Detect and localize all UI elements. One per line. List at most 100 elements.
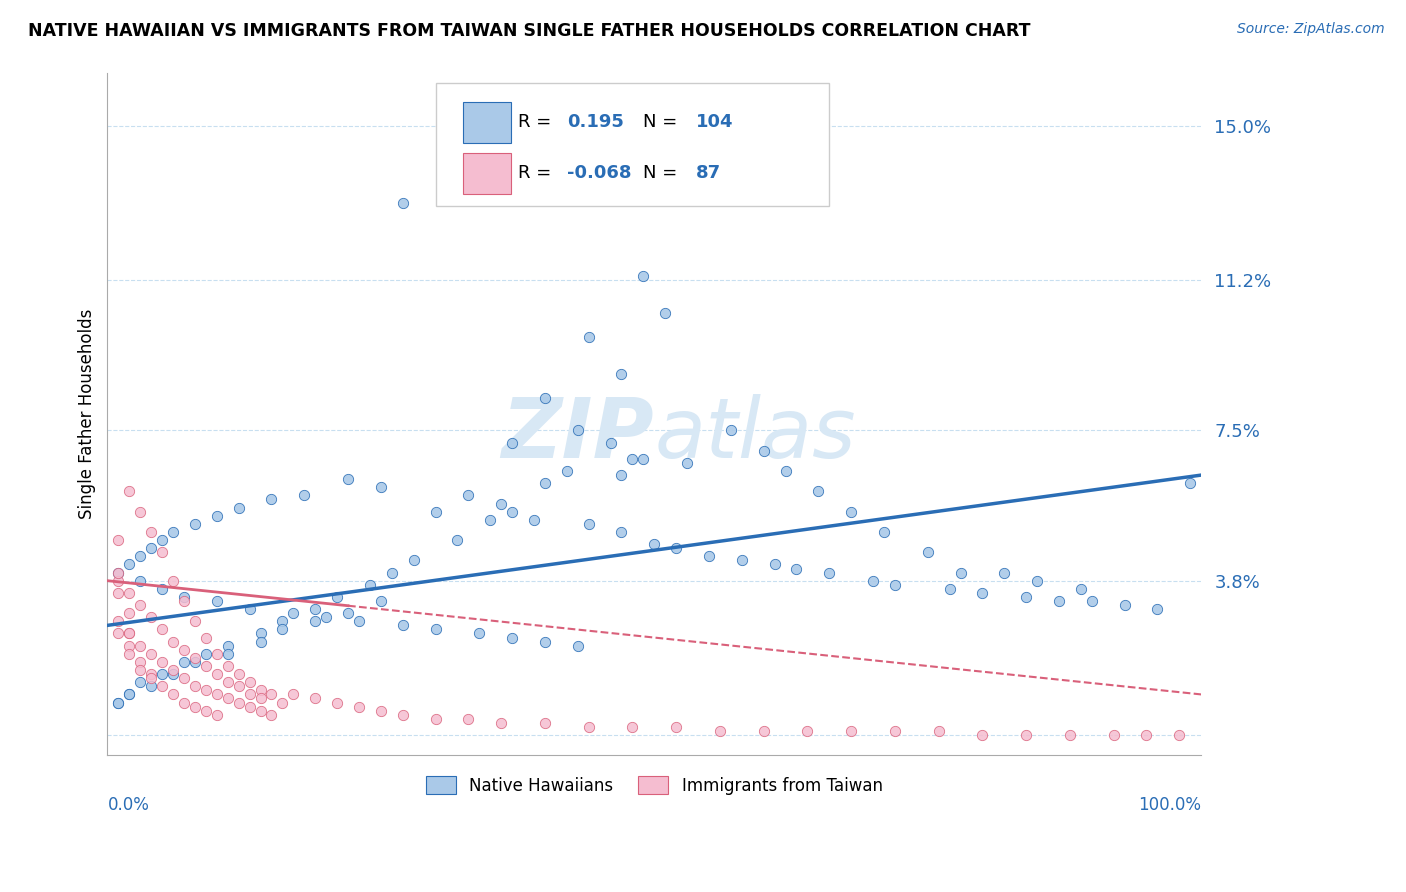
Point: [479, 513, 502, 527]
Point: [304, 691, 326, 706]
Point: [1146, 602, 1168, 616]
Point: [347, 699, 370, 714]
Point: [107, 615, 129, 629]
Point: [807, 484, 830, 499]
Point: [1168, 728, 1191, 742]
Point: [150, 582, 173, 596]
Point: [162, 634, 184, 648]
Point: [1114, 598, 1136, 612]
Point: [107, 696, 129, 710]
Point: [633, 268, 655, 283]
Point: [839, 723, 862, 738]
Point: [731, 553, 754, 567]
Point: [709, 723, 731, 738]
Point: [523, 513, 546, 527]
Point: [873, 524, 896, 539]
Point: [173, 671, 195, 685]
Point: [162, 524, 184, 539]
Point: [249, 683, 271, 698]
Point: [205, 707, 228, 722]
Point: [337, 472, 360, 486]
Point: [578, 720, 600, 734]
Point: [249, 691, 271, 706]
Point: [304, 602, 326, 616]
Point: [162, 667, 184, 681]
Point: [633, 451, 655, 466]
Point: [489, 496, 512, 510]
Point: [1070, 582, 1092, 596]
Point: [796, 723, 818, 738]
Point: [249, 634, 271, 648]
Point: [129, 663, 152, 677]
Point: [260, 492, 283, 507]
Point: [139, 671, 162, 685]
Point: [1102, 728, 1125, 742]
Point: [239, 602, 262, 616]
Point: [173, 590, 195, 604]
Point: [534, 715, 557, 730]
Point: [150, 533, 173, 547]
Point: [928, 723, 950, 738]
Text: 87: 87: [696, 164, 721, 182]
Point: [578, 330, 600, 344]
Point: [665, 541, 688, 556]
Point: [883, 723, 905, 738]
Point: [501, 435, 523, 450]
Point: [1015, 728, 1038, 742]
Point: [162, 663, 184, 677]
Point: [775, 464, 797, 478]
Point: [139, 524, 162, 539]
Point: [1135, 728, 1157, 742]
Point: [1059, 728, 1081, 742]
Point: [205, 508, 228, 523]
Point: [271, 696, 294, 710]
Point: [534, 476, 557, 491]
Point: [501, 505, 523, 519]
Point: [239, 675, 262, 690]
Point: [260, 707, 283, 722]
FancyBboxPatch shape: [463, 153, 510, 194]
Point: [249, 704, 271, 718]
Point: [676, 456, 699, 470]
Point: [359, 578, 381, 592]
Point: [150, 655, 173, 669]
Point: [139, 679, 162, 693]
Point: [654, 305, 676, 319]
Point: [228, 696, 250, 710]
Text: ZIP: ZIP: [502, 394, 654, 475]
Point: [150, 679, 173, 693]
Point: [184, 651, 207, 665]
Point: [381, 566, 404, 580]
Point: [129, 675, 152, 690]
Point: [118, 647, 141, 661]
Point: [107, 626, 129, 640]
Point: [370, 480, 392, 494]
Point: [107, 586, 129, 600]
Point: [239, 699, 262, 714]
Point: [217, 647, 239, 661]
Point: [567, 639, 589, 653]
Point: [972, 728, 994, 742]
Point: [150, 545, 173, 559]
Point: [217, 659, 239, 673]
Point: [304, 615, 326, 629]
Point: [489, 715, 512, 730]
Point: [326, 696, 349, 710]
Point: [621, 451, 644, 466]
Point: [610, 468, 633, 483]
Point: [271, 615, 294, 629]
Point: [697, 549, 720, 564]
Text: 0.0%: 0.0%: [107, 797, 149, 814]
Point: [228, 679, 250, 693]
Point: [194, 647, 217, 661]
Point: [205, 647, 228, 661]
Point: [283, 688, 305, 702]
Point: [173, 594, 195, 608]
Point: [150, 623, 173, 637]
Text: -0.068: -0.068: [567, 164, 631, 182]
Point: [260, 688, 283, 702]
Text: 104: 104: [696, 113, 734, 131]
Point: [129, 639, 152, 653]
Point: [139, 647, 162, 661]
Point: [391, 707, 413, 722]
